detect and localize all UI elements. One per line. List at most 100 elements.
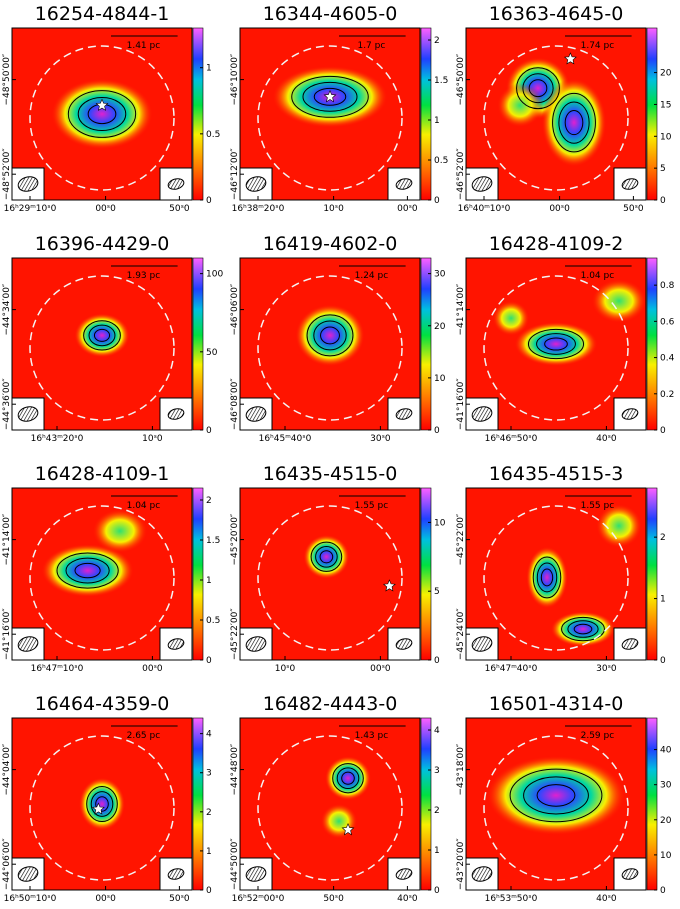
x-tick-label: 00ˢ0 (370, 664, 391, 674)
scale-label: 1.41 pc (127, 41, 161, 51)
panel-title: 16501-4314-0 (489, 693, 624, 715)
panel: 16254-4844-1 1.41 pc 16ʰ29ᵐ10ˢ0 00ˢ0 50ˢ0 −48… (2, 3, 220, 214)
emission-blob (590, 278, 646, 324)
beam (395, 868, 413, 880)
colorbar (420, 27, 432, 201)
colorbar (420, 717, 432, 891)
emission-blob (324, 755, 372, 801)
map: 1.55 pc (240, 488, 420, 660)
beam (621, 638, 639, 650)
colorbar-tick-label: 10 (660, 132, 672, 142)
contour (536, 784, 576, 807)
x-tick-label: 16ʰ47ᵐ10ˢ0 (31, 664, 84, 674)
colorbar-tick-label: 40 (660, 746, 672, 756)
colorbar-tick-label: 1 (206, 576, 212, 586)
scale-label: 1.04 pc (127, 501, 161, 511)
colorbar-tick-label: 20 (660, 816, 672, 826)
y-tick-label: −46°06′00″ (230, 283, 240, 335)
panel-title: 16396-4429-0 (35, 233, 170, 255)
map-frame (239, 257, 421, 431)
map-frame (239, 27, 421, 201)
colorbar-tick-label: 2 (660, 533, 666, 543)
colorbar-tick-label: 10 (434, 518, 446, 528)
contour (536, 333, 576, 355)
map: 1.24 pc (240, 258, 420, 430)
y-tick-label: −46°12′00″ (230, 148, 240, 200)
x-tick-label: 10ˢ0 (275, 664, 296, 674)
emission-blob (294, 304, 366, 367)
contour (77, 96, 127, 132)
colorbar (192, 487, 204, 661)
panel: 16435-4515-0 1.55 pc 10ˢ0 00ˢ0 −45°20′00″ −45… (230, 463, 446, 674)
y-tick-label: −45°24′00″ (456, 608, 466, 660)
colorbar-tick-label: 0.5 (206, 616, 220, 626)
panel: 16435-4515-3 1.55 pc 16ʰ47ᵐ40ˢ0 30ˢ0 −45°22′… (456, 463, 666, 674)
contour (83, 320, 121, 351)
panel-title: 16419-4602-0 (263, 233, 398, 255)
colorbar-tick-label: 0 (660, 196, 666, 206)
beam (167, 408, 185, 420)
panel-title: 16435-4515-3 (489, 463, 624, 485)
colorbar-tick-label: 4 (434, 726, 440, 736)
contour (65, 557, 110, 584)
star-marker (95, 98, 109, 111)
panel-title: 16428-4109-2 (489, 233, 624, 255)
colorbar-tick-label: 1 (434, 846, 440, 856)
beam (245, 636, 267, 652)
primary-beam (29, 505, 175, 651)
contour (67, 90, 137, 138)
x-tick-label: 16ʰ52ᵐ00ˢ0 (232, 894, 285, 904)
contour (522, 73, 554, 104)
x-tick-label: 16ʰ45ᵐ40ˢ0 (259, 434, 312, 444)
map: 1.04 pc (466, 258, 646, 430)
contour (509, 768, 603, 823)
y-tick-label: −43°18′00″ (456, 743, 466, 795)
star-marker (323, 90, 337, 103)
colorbar-tick-label: 0 (434, 196, 440, 206)
contour (86, 785, 118, 823)
colorbar-tick-label: 2 (206, 808, 212, 818)
y-tick-label: −41°14′00″ (2, 513, 12, 565)
colorbar (646, 27, 658, 201)
contour (527, 328, 585, 360)
emission-blob (320, 803, 358, 840)
scale-label: 2.59 pc (581, 731, 615, 741)
primary-beam (29, 275, 175, 421)
map-frame (11, 257, 193, 431)
x-tick-label: 16ʰ53ᵐ50ˢ0 (485, 894, 538, 904)
panel: 16428-4109-2 1.04 pc 16ʰ46ᵐ50ˢ0 40ˢ0 −41°14′… (456, 233, 675, 444)
emission-blob (50, 78, 154, 150)
contour (310, 541, 343, 572)
beam (471, 176, 493, 192)
y-tick-label: −46°52′00″ (456, 148, 466, 200)
x-tick-label: 16ʰ50ᵐ10ˢ0 (4, 894, 57, 904)
x-tick-label: 16ʰ47ᵐ40ˢ0 (485, 664, 538, 674)
emission-blob (73, 313, 131, 358)
panel: 16344-4605-0 1.7 pc 16ʰ38ᵐ20ˢ0 10ˢ0 00ˢ0 −46°… (230, 3, 448, 214)
emission-blob (595, 503, 643, 549)
colorbar-tick-label: 0.6 (660, 317, 675, 327)
beam-box (12, 857, 45, 890)
panel: 16464-4359-0 2.65 pc 16ʰ50ᵐ10ˢ0 00ˢ0 50ˢ0 −44… (2, 693, 212, 904)
beam (167, 178, 185, 190)
scale-label: 1.7 pc (357, 41, 385, 51)
x-tick-label: 00ˢ0 (142, 664, 163, 674)
map: 2.59 pc (466, 718, 646, 890)
colorbar-tick-label: 0 (206, 196, 212, 206)
emission-blob (303, 534, 350, 580)
contour (341, 771, 355, 785)
colorbar-tick-label: 5 (434, 587, 440, 597)
colorbar-tick-label: 20 (434, 322, 446, 332)
colorbar-tick-label: 0.8 (660, 281, 675, 291)
y-tick-label: −48°52′00″ (2, 148, 12, 200)
colorbar (646, 487, 658, 661)
panel: 16419-4602-0 1.24 pc 16ʰ45ᵐ40ˢ0 30ˢ0 −46°06′… (230, 233, 446, 444)
colorbar (646, 257, 658, 431)
emission-blob (525, 546, 569, 609)
panel-title: 16428-4109-1 (35, 463, 170, 485)
colorbar-tick-label: 30 (660, 781, 672, 791)
contour (544, 337, 568, 351)
panel-title: 16435-4515-0 (263, 463, 398, 485)
contour (558, 101, 590, 144)
beam (471, 406, 493, 422)
